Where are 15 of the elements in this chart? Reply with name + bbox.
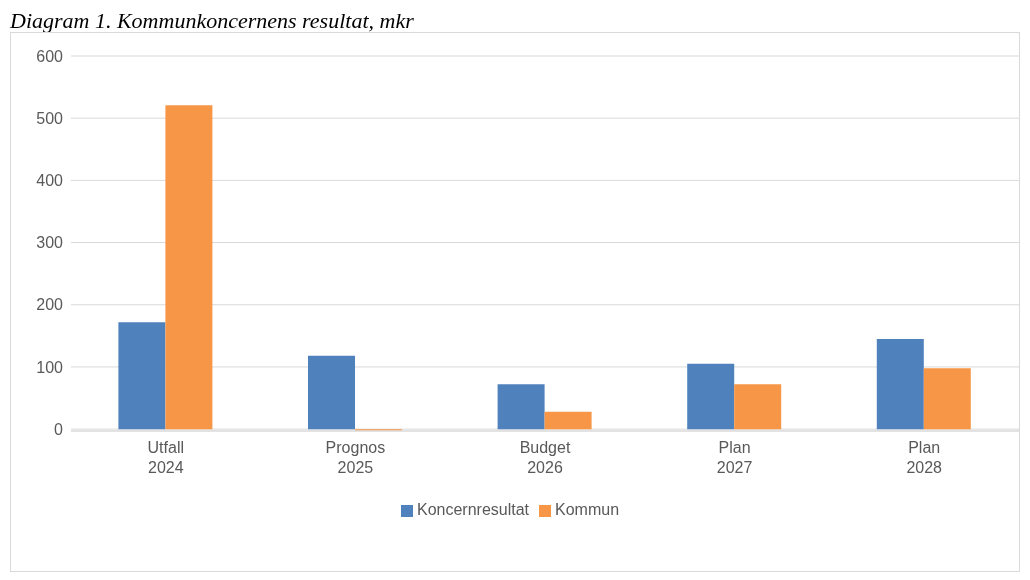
y-tick-label: 0 — [54, 420, 64, 438]
y-tick-label: 500 — [36, 109, 64, 127]
x-tick-label: Prognos 2025 — [325, 439, 386, 476]
y-tick-label: 600 — [36, 47, 64, 65]
y-tick-label: 200 — [36, 296, 64, 314]
x-tick-label: Utfall 2024 — [147, 439, 185, 476]
chart-title: Diagram 1. Kommunkoncernens resultat, mkr — [10, 8, 414, 34]
x-tick-label: Plan 2027 — [716, 439, 753, 476]
y-tick-label: 100 — [36, 358, 64, 376]
y-tick-label: 300 — [36, 234, 64, 252]
legend-label: Kommun — [555, 501, 620, 518]
x-tick-label: Plan 2028 — [906, 439, 943, 476]
y-tick-label: 400 — [36, 172, 64, 190]
legend-label: Koncernresultat — [416, 501, 530, 518]
x-tick-label: Budget 2026 — [519, 439, 571, 476]
